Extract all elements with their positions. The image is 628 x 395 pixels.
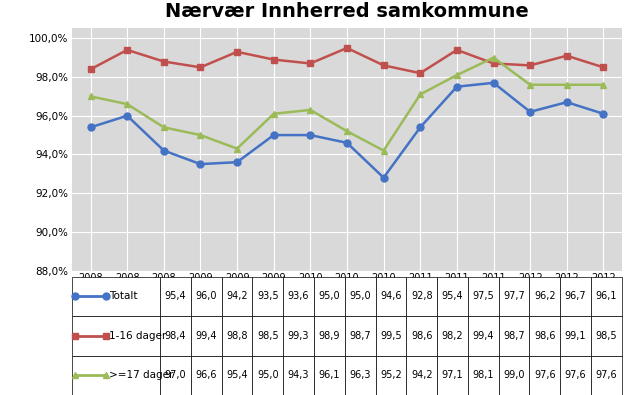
Text: 95,0: 95,0 [349, 291, 371, 301]
Text: 99,3: 99,3 [288, 331, 310, 341]
Text: 95,4: 95,4 [165, 291, 187, 301]
Text: 98,8: 98,8 [226, 331, 248, 341]
Text: Totalt: Totalt [109, 291, 138, 301]
Text: 98,2: 98,2 [441, 331, 463, 341]
Text: 96,0: 96,0 [195, 291, 217, 301]
Text: 98,7: 98,7 [503, 331, 525, 341]
Text: 98,9: 98,9 [318, 331, 340, 341]
Text: >=17 dager: >=17 dager [109, 370, 173, 380]
Text: 97,7: 97,7 [503, 291, 525, 301]
Text: 96,1: 96,1 [595, 291, 617, 301]
Text: 95,0: 95,0 [257, 370, 279, 380]
Text: 99,5: 99,5 [380, 331, 402, 341]
Text: 98,5: 98,5 [595, 331, 617, 341]
Text: 99,4: 99,4 [195, 331, 217, 341]
Title: Nærvær Innherred samkommune: Nærvær Innherred samkommune [165, 2, 529, 21]
Text: 92,8: 92,8 [411, 291, 433, 301]
Text: 96,6: 96,6 [195, 370, 217, 380]
Text: 98,5: 98,5 [257, 331, 279, 341]
Text: 95,4: 95,4 [441, 291, 463, 301]
Text: 97,0: 97,0 [165, 370, 187, 380]
Text: 94,6: 94,6 [380, 291, 402, 301]
Text: 99,0: 99,0 [503, 370, 525, 380]
Text: 95,4: 95,4 [226, 370, 248, 380]
Text: 94,3: 94,3 [288, 370, 310, 380]
Text: 99,4: 99,4 [472, 331, 494, 341]
Text: 95,0: 95,0 [318, 291, 340, 301]
Text: 98,6: 98,6 [411, 331, 433, 341]
Text: 98,1: 98,1 [472, 370, 494, 380]
Text: 99,1: 99,1 [565, 331, 587, 341]
Text: 96,3: 96,3 [349, 370, 371, 380]
Text: 97,6: 97,6 [565, 370, 587, 380]
Text: 94,2: 94,2 [411, 370, 433, 380]
Text: 97,5: 97,5 [472, 291, 494, 301]
Text: 95,2: 95,2 [380, 370, 402, 380]
Text: 98,4: 98,4 [165, 331, 187, 341]
Text: 96,2: 96,2 [534, 291, 556, 301]
Text: 93,5: 93,5 [257, 291, 279, 301]
Text: 97,6: 97,6 [534, 370, 556, 380]
Text: 96,7: 96,7 [565, 291, 587, 301]
Text: 94,2: 94,2 [226, 291, 248, 301]
Text: 93,6: 93,6 [288, 291, 310, 301]
Text: 96,1: 96,1 [318, 370, 340, 380]
Text: 97,1: 97,1 [441, 370, 463, 380]
Text: 98,7: 98,7 [349, 331, 371, 341]
Text: 1-16 dager: 1-16 dager [109, 331, 166, 341]
Text: 97,6: 97,6 [595, 370, 617, 380]
Text: 98,6: 98,6 [534, 331, 556, 341]
